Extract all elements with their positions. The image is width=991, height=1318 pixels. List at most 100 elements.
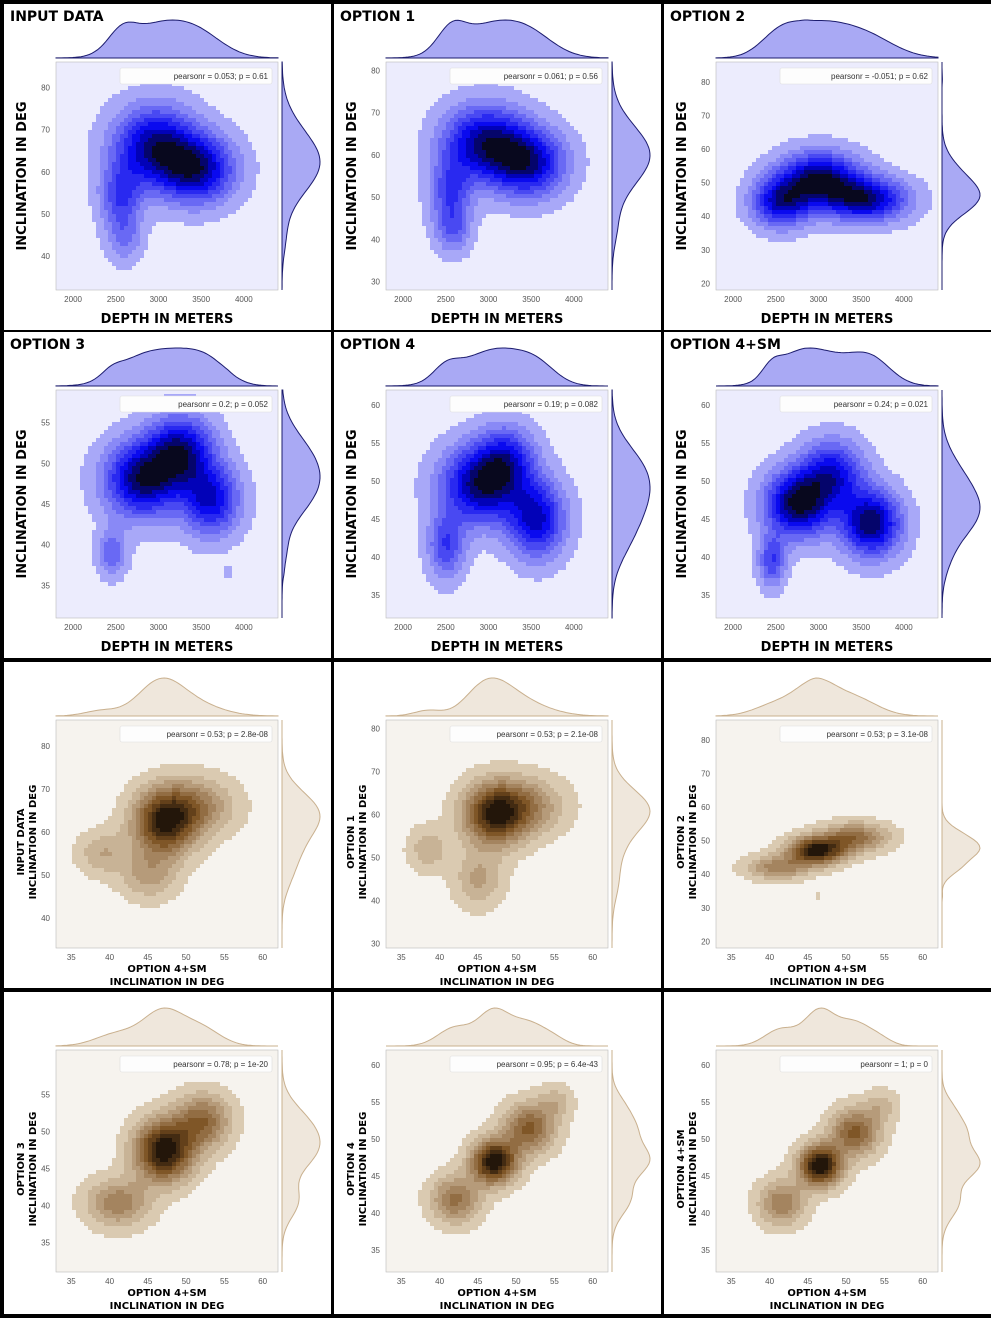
y-tick-label: 45 [371,1172,380,1181]
y-tick-label: 35 [41,1238,50,1247]
x-tick-label: 45 [803,953,812,962]
panel-8: pearsonr = 0.53; p = 2.1e-08 35 40 45 50 55 60… [334,662,661,988]
x-tick-label: 40 [765,953,774,962]
y-tick-label: 70 [41,785,50,794]
x-tick-label: 2500 [107,295,125,304]
pearson-stat-box: pearsonr = 0.061; p = 0.56 [449,67,603,85]
x-tick-label: 50 [512,1277,521,1286]
x-tick-label: 45 [143,1277,152,1286]
y-axis-label: INCLINATION IN DEG [345,429,360,578]
x-axis-label: OPTION 4+SM [457,1288,536,1299]
x-tick-label: 50 [512,953,521,962]
kde-level-9 [486,1154,502,1170]
marginal-kde-top [385,347,608,387]
x-axis-label-sub: INCLINATION IN DEG [770,977,885,988]
y-tick-label: 80 [701,736,710,745]
panel-1: pearsonr = 0.053; p = 0.61 2000 2500 3000 35… [4,4,331,330]
x-tick-label: 45 [803,1277,812,1286]
x-axis-label: DEPTH IN METERS [761,312,894,327]
y-tick-label: 50 [41,210,50,219]
y-tick-label: 40 [41,252,50,261]
x-axis-label: DEPTH IN METERS [101,640,234,655]
y-axis-label: OPTION 4 [346,1142,357,1196]
pearson-stat: pearsonr = 0.24; p = 0.021 [834,400,929,409]
marginal-kde-top [385,19,609,59]
x-tick-label: 60 [918,1277,927,1286]
y-tick-label: 70 [701,770,710,779]
x-axis-label: OPTION 4+SM [457,964,536,975]
y-tick-label: 30 [371,940,380,949]
kde-level-9 [136,446,188,486]
x-tick-label: 2000 [394,295,412,304]
x-axis-label: DEPTH IN METERS [761,640,894,655]
panel-3: pearsonr = -0.051; p = 0.62 2000 2500 3000 3… [664,4,991,330]
marginal-kde-right [941,1050,981,1272]
marginal-kde-top [715,19,939,59]
y-tick-label: 20 [701,937,710,946]
kde-level-9 [482,138,530,170]
marginal-kde-right [941,62,981,290]
x-tick-label: 35 [727,953,736,962]
kde-level-9 [152,142,204,178]
x-tick-label: 2000 [724,295,742,304]
marginal-kde-top [55,19,279,59]
y-axis-label-sub: INCLINATION IN DEG [688,1112,699,1227]
y-tick-label: 70 [371,109,380,118]
kde-density-contours [418,82,590,262]
panel-title: OPTION 2 [670,9,745,25]
y-tick-label: 40 [701,1209,710,1218]
x-tick-label: 55 [880,953,889,962]
x-tick-label: 3000 [810,623,828,632]
x-tick-label: 2500 [437,623,455,632]
y-tick-label: 50 [371,193,380,202]
x-tick-label: 50 [842,953,851,962]
x-tick-label: 40 [765,1277,774,1286]
y-tick-label: 70 [701,112,710,121]
y-tick-label: 80 [701,78,710,87]
x-tick-label: 3500 [192,295,210,304]
stat-box-frame [449,395,603,413]
pearson-stat: pearsonr = 0.95; p = 6.4e-43 [497,1060,599,1069]
y-tick-label: 60 [371,1061,380,1070]
panel-11: pearsonr = 0.95; p = 6.4e-43 35 40 45 50 55 60… [334,992,661,1314]
y-tick-label: 35 [371,591,380,600]
x-tick-label: 40 [435,953,444,962]
x-axis-label: OPTION 4+SM [127,1288,206,1299]
x-tick-label: 3500 [852,295,870,304]
x-axis-label-sub: INCLINATION IN DEG [440,977,555,988]
x-axis-label: OPTION 4+SM [787,1288,866,1299]
y-tick-label: 50 [41,459,50,468]
y-tick-label: 70 [371,768,380,777]
panel-10: pearsonr = 0.78; p = 1e-20 35 40 45 50 55 60 35… [4,992,331,1314]
x-axis-label: DEPTH IN METERS [101,312,234,327]
marginal-kde-top [55,1007,278,1047]
marginal-kde-top [55,677,279,717]
y-tick-label: 35 [701,591,710,600]
y-axis-label-sub: INCLINATION IN DEG [688,785,699,900]
x-tick-label: 3500 [522,295,540,304]
kde-density-contours [80,394,256,586]
pearson-stat: pearsonr = -0.051; p = 0.62 [831,72,929,81]
y-tick-label: 55 [371,439,380,448]
x-tick-label: 35 [397,1277,406,1286]
pearson-stat-box: pearsonr = 0.53; p = 3.1e-08 [779,725,933,743]
pearson-stat: pearsonr = 0.78; p = 1e-20 [173,1060,268,1069]
y-axis-label-sub: INCLINATION IN DEG [358,1112,369,1227]
marginal-kde-top [55,347,279,387]
panel-9: pearsonr = 0.53; p = 3.1e-08 35 40 45 50 55 60… [664,662,991,988]
stat-box-frame [119,725,273,743]
x-tick-label: 35 [727,1277,736,1286]
y-tick-label: 35 [701,1246,710,1255]
pearson-stat: pearsonr = 0.061; p = 0.56 [504,72,599,81]
x-tick-label: 3500 [192,623,210,632]
panel-title: OPTION 1 [340,9,415,25]
y-tick-label: 40 [371,553,380,562]
x-tick-label: 60 [588,953,597,962]
panel-title: OPTION 3 [10,337,85,353]
y-tick-label: 55 [41,419,50,428]
marginal-kde-right [281,389,321,618]
kde-level-9 [486,800,514,824]
y-tick-label: 70 [41,126,50,135]
y-tick-label: 40 [701,212,710,221]
x-tick-label: 2500 [437,295,455,304]
